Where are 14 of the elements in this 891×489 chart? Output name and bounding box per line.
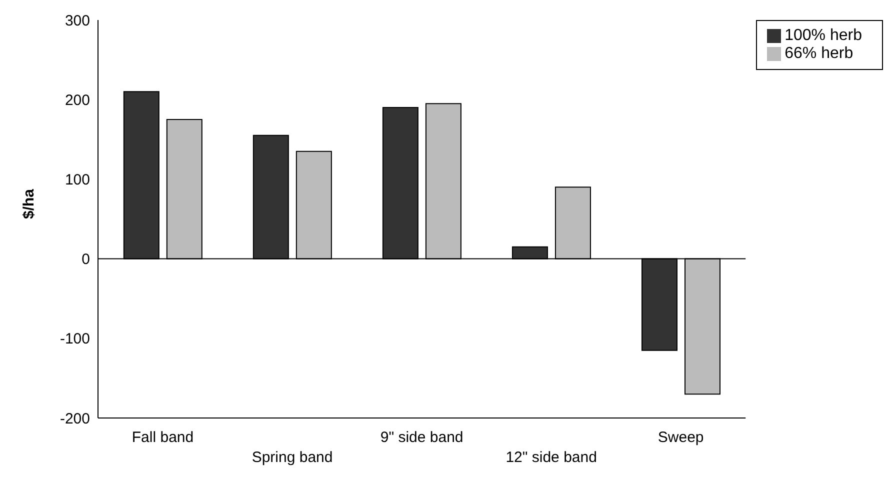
x-tick-label: Spring band bbox=[252, 449, 333, 466]
y-tick-label: 100 bbox=[64, 172, 90, 189]
y-tick-label: -100 bbox=[60, 330, 90, 348]
y-axis-title: $/ha bbox=[20, 188, 38, 219]
y-tick-label: 200 bbox=[64, 92, 90, 109]
legend-label: 66% herb bbox=[784, 45, 854, 62]
y-tick-label: -200 bbox=[60, 410, 90, 428]
x-tick-label: 12" side band bbox=[506, 449, 597, 466]
y-tick-label: 300 bbox=[64, 12, 90, 30]
legend-label: 100% herb bbox=[784, 27, 862, 44]
x-tick-label: Sweep bbox=[658, 429, 704, 446]
y-tick-label: 0 bbox=[82, 251, 90, 268]
x-tick-label: Fall band bbox=[132, 429, 194, 446]
x-tick-label: 9" side band bbox=[380, 429, 464, 446]
